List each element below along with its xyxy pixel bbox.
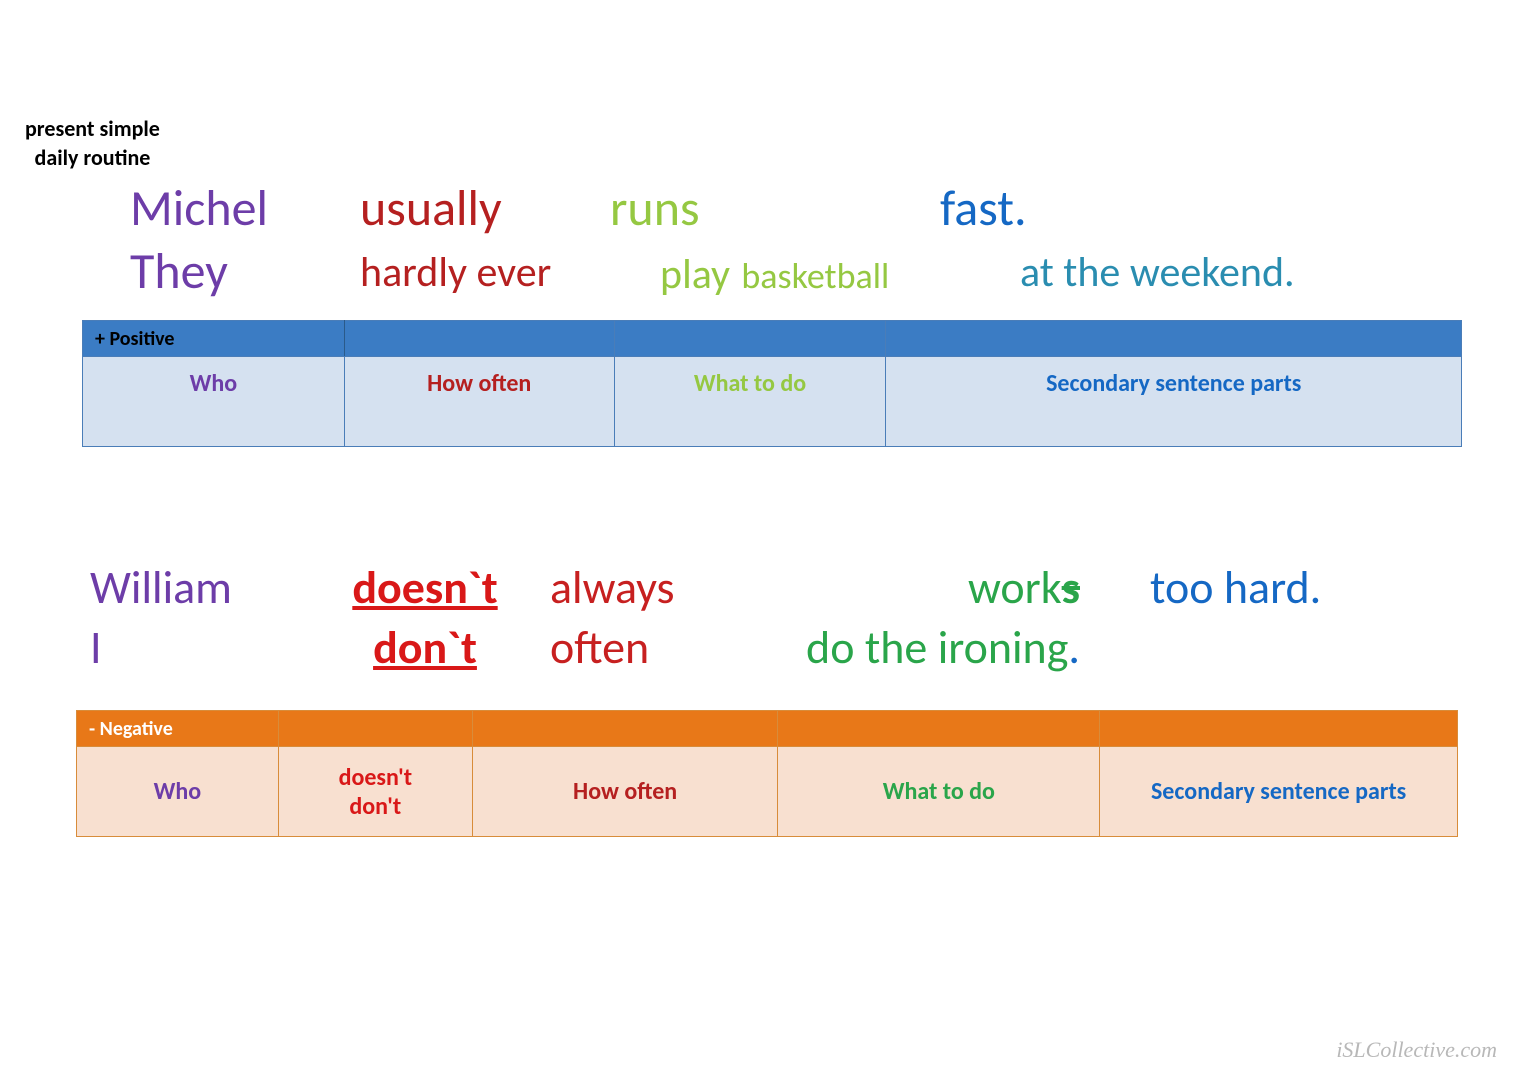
positive-header-row: + Positive: [83, 321, 1462, 357]
freq-word: always: [550, 560, 790, 616]
who-word: William: [90, 560, 300, 616]
negative-header-cell: [472, 711, 778, 747]
verb-phrase: play basketball: [660, 241, 1020, 302]
period: .: [1068, 620, 1080, 676]
positive-header-label: + Positive: [83, 321, 345, 357]
col-label-who: Who: [77, 747, 279, 837]
col-label-secondary: Secondary sentence parts: [886, 357, 1462, 447]
verb-group: works: [790, 560, 1110, 616]
col-label-secondary: Secondary sentence parts: [1100, 747, 1458, 837]
aux-word: doesn`t: [300, 560, 550, 616]
negative-table: - Negative Who doesn't don't How often W…: [76, 710, 1458, 837]
lesson-title: present simple daily routine: [25, 115, 160, 172]
col-label-who: Who: [83, 357, 345, 447]
who-word: Michel: [130, 178, 360, 239]
verb-word: runs: [610, 178, 940, 239]
title-line-2: daily routine: [35, 144, 151, 171]
negative-sentences: William doesn`t always works too hard. I…: [90, 560, 1470, 680]
negative-header-cell: [1100, 711, 1458, 747]
extra-word: too hard.: [1110, 560, 1321, 616]
verb-main: do the ironing: [806, 620, 1068, 676]
verb-strike: s: [1062, 560, 1080, 616]
negative-sentence-1: William doesn`t always works too hard.: [90, 560, 1470, 616]
negative-header-label: - Negative: [77, 711, 279, 747]
title-line-1: present simple: [25, 115, 160, 142]
negative-sentence-2: I don`t often do the ironing.: [90, 620, 1470, 676]
object-word: basketball: [741, 254, 889, 298]
verb-word: play: [660, 249, 730, 300]
positive-header-cell: [614, 321, 886, 357]
extra-word: fast.: [940, 178, 1027, 239]
who-word: I: [90, 620, 300, 676]
positive-header-cell: [886, 321, 1462, 357]
aux-word: don`t: [300, 620, 550, 676]
positive-sentence-2: They hardly ever play basketball at the …: [130, 241, 1430, 302]
negative-header-cell: [278, 711, 472, 747]
verb-group: do the ironing.: [790, 620, 1110, 676]
col-label-howoften: How often: [344, 357, 614, 447]
freq-word: hardly ever: [360, 241, 660, 302]
positive-sentences: Michel usually runs fast. They hardly ev…: [130, 178, 1430, 304]
col-label-howoften: How often: [472, 747, 778, 837]
col-label-whatdo: What to do: [614, 357, 886, 447]
positive-table: + Positive Who How often What to do Seco…: [82, 320, 1462, 447]
positive-label-row: Who How often What to do Secondary sente…: [83, 357, 1462, 447]
verb-main: work: [968, 560, 1062, 616]
freq-word: often: [550, 620, 790, 676]
negative-header-row: - Negative: [77, 711, 1458, 747]
negative-label-row: Who doesn't don't How often What to do S…: [77, 747, 1458, 837]
col-label-aux: doesn't don't: [278, 747, 472, 837]
extra-word: at the weekend.: [1020, 241, 1295, 302]
negative-header-cell: [778, 711, 1100, 747]
watermark: iSLCollective.com: [1336, 1037, 1497, 1063]
col-label-whatdo: What to do: [778, 747, 1100, 837]
positive-sentence-1: Michel usually runs fast.: [130, 178, 1430, 239]
who-word: They: [130, 241, 360, 302]
freq-word: usually: [360, 178, 610, 239]
positive-header-cell: [344, 321, 614, 357]
